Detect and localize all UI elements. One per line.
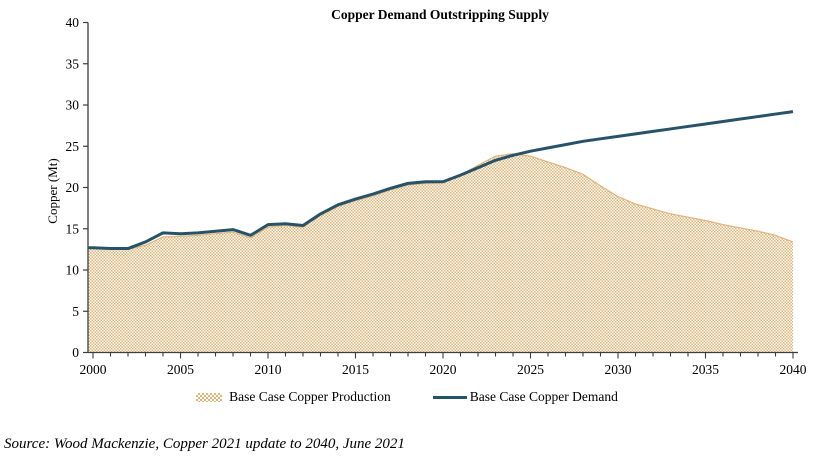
production-area-swatch-icon [196,392,223,402]
x-axis-tick-label: 2020 [430,362,457,377]
legend-item-production: Base Case Copper Production [196,389,391,405]
chart-title: Copper Demand Outstripping Supply [331,7,549,22]
legend-production-label: Base Case Copper Production [229,389,391,404]
x-axis-tick-label: 2040 [780,362,807,377]
y-axis-tick-label: 30 [66,98,80,113]
y-axis-tick-label: 15 [66,221,80,236]
x-axis-tick-label: 2015 [342,362,369,377]
x-axis-tick-label: 2005 [167,362,194,377]
y-axis-title: Copper (Mt) [45,158,60,223]
y-axis-tick-label: 25 [66,139,80,154]
demand-line [88,110,794,251]
x-axis-tick-label: 2000 [80,362,107,377]
production-area [88,153,794,353]
y-axis-tick-label: 20 [66,180,80,195]
x-axis-tick-label: 2035 [692,362,719,377]
y-axis-tick-label: 35 [66,56,80,71]
source-note: Source: Wood Mackenzie, Copper 2021 upda… [4,436,405,452]
y-axis-tick-label: 40 [66,15,80,30]
x-axis-tick-label: 2030 [605,362,632,377]
y-axis-tick-label: 10 [66,263,80,278]
legend-item-demand: Base Case Copper Demand [432,389,618,405]
legend: Base Case Copper Production Base Case Co… [0,388,814,406]
x-axis-tick-label: 2010 [255,362,282,377]
x-axis-tick-label: 2025 [517,362,544,377]
demand-line-swatch-icon [432,395,467,399]
plot-area: Copper Demand Outstripping Supply Copper… [45,7,807,377]
y-axis-tick-label: 0 [72,345,79,360]
y-axis-tick-label: 5 [72,304,79,319]
legend-demand-label: Base Case Copper Demand [469,389,618,404]
